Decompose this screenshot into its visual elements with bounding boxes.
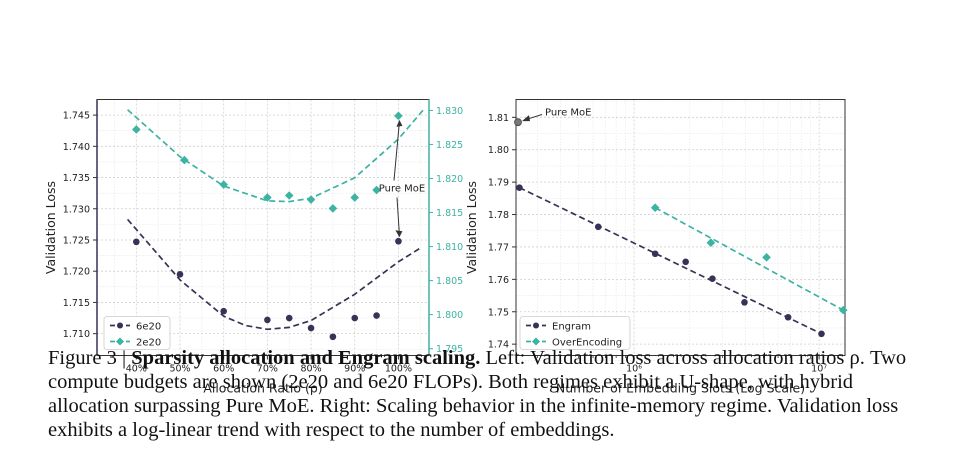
y-axis-label: Validation Loss — [43, 181, 58, 274]
annotation-pure-moe: Pure MoE — [545, 108, 591, 119]
legend-label-2e20: 2e20 — [136, 338, 161, 349]
data-point-Engram — [741, 299, 748, 306]
caption-text: Left: Validation loss across allocation … — [48, 347, 907, 441]
x-tick-label: 90% — [344, 364, 365, 375]
y-tick-label-right: 1.805 — [436, 276, 463, 287]
y-tick-label-left: 1.740 — [63, 142, 90, 153]
data-point-OverEncoding — [762, 253, 771, 262]
y-tick-label-left: 1.725 — [63, 235, 90, 246]
data-point-Engram — [516, 184, 523, 191]
data-point-2e20 — [394, 111, 403, 121]
legend-marker-Engram — [533, 322, 539, 329]
data-point-6e20 — [220, 307, 227, 315]
data-point-6e20 — [329, 333, 337, 341]
legend-label-6e20: 6e20 — [136, 322, 161, 333]
fit-line-Engram — [519, 186, 822, 335]
data-point-Engram — [709, 275, 716, 282]
x-tick-label: 10⁷ — [811, 364, 827, 375]
x-tick-label: 10⁶ — [626, 364, 642, 375]
data-point-6e20 — [285, 314, 293, 322]
caption-label: Figure 3 | — [48, 347, 132, 369]
figure-caption: Figure 3 | Sparsity allocation and Engra… — [48, 346, 928, 442]
fit-line-2e20 — [127, 107, 426, 203]
y-tick-label-right: 1.825 — [436, 140, 463, 151]
annotation-arrow — [393, 121, 400, 181]
y-tick-label: 1.75 — [488, 307, 509, 318]
annotation-pure-moe: Pure MoE — [379, 184, 425, 195]
legend-marker-2e20 — [116, 337, 124, 346]
legend-label-Engram: Engram — [552, 322, 591, 333]
data-point-6e20 — [395, 237, 402, 245]
y-tick-label-right: 1.830 — [436, 106, 463, 117]
x-axis-label: Number of Embedding Slots (Log Scale) — [556, 381, 805, 396]
data-point-OverEncoding — [838, 305, 848, 315]
data-point-2e20 — [180, 155, 189, 165]
legend-box — [519, 316, 631, 350]
data-point-6e20 — [307, 324, 315, 332]
y-tick-label-left: 1.730 — [63, 204, 90, 215]
data-point-6e20 — [264, 316, 271, 324]
y-tick-label-left: 1.745 — [63, 111, 90, 122]
annotation-arrowhead — [522, 115, 530, 122]
y-tick-label-right: 1.800 — [436, 310, 463, 321]
data-point-OverEncoding — [650, 203, 660, 213]
y-tick-label-right: 1.815 — [436, 208, 463, 219]
y-tick-label-left: 1.720 — [63, 267, 90, 278]
annotation-arrow — [396, 197, 400, 236]
data-point-2e20 — [132, 125, 141, 134]
data-point-2e20 — [306, 195, 316, 204]
y-tick-label: 1.80 — [488, 145, 509, 156]
data-point-6e20 — [351, 314, 359, 322]
data-point-Engram — [818, 330, 825, 338]
fit-line-OverEncoding — [654, 206, 844, 311]
y-tick-label-left: 1.710 — [63, 329, 90, 340]
y-tick-label-right: 1.820 — [436, 174, 463, 185]
y-tick-label: 1.77 — [488, 242, 509, 253]
x-axis-label: Allocation Ratio (ρ) — [203, 381, 322, 396]
x-tick-label: 70% — [257, 364, 278, 375]
x-tick-label: 80% — [300, 364, 321, 375]
y-tick-label: 1.79 — [488, 178, 509, 189]
data-point-2e20 — [284, 191, 294, 200]
x-tick-label: 100% — [385, 364, 412, 375]
right-plot-frame — [515, 99, 846, 356]
data-point-6e20 — [176, 271, 184, 278]
data-point-2e20 — [328, 204, 338, 213]
x-tick-label: 50% — [169, 364, 190, 375]
y-tick-label: 1.81 — [488, 113, 509, 124]
reference-point-pure-moe — [514, 118, 522, 127]
data-point-Engram — [682, 258, 689, 266]
data-point-2e20 — [350, 193, 360, 202]
annotation-arrowhead — [395, 230, 403, 238]
x-tick-label: 60% — [213, 364, 234, 375]
data-point-6e20 — [133, 238, 140, 246]
fit-line-6e20 — [126, 218, 421, 331]
y-tick-label-left: 1.715 — [63, 298, 90, 309]
y-tick-label-right: 1.810 — [436, 242, 463, 253]
y-tick-label-right: 1.795 — [436, 344, 463, 355]
y-tick-label: 1.74 — [488, 340, 509, 351]
annotation-arrowhead — [396, 119, 403, 127]
y-tick-label: 1.78 — [488, 210, 509, 221]
data-point-Engram — [651, 250, 659, 258]
legend-label-OverEncoding: OverEncoding — [552, 338, 622, 349]
x-tick-label: 40% — [126, 364, 147, 375]
data-point-2e20 — [219, 180, 228, 189]
data-point-OverEncoding — [706, 238, 716, 248]
data-point-Engram — [594, 223, 602, 231]
data-point-2e20 — [372, 185, 381, 195]
caption-title: Sparsity allocation and Engram scaling. — [131, 347, 481, 369]
data-point-Engram — [784, 313, 792, 321]
legend-marker-6e20 — [117, 322, 123, 329]
y-tick-label: 1.76 — [488, 275, 509, 286]
y-axis-label: Validation Loss — [464, 181, 479, 274]
data-point-6e20 — [373, 312, 380, 319]
legend-marker-OverEncoding — [532, 337, 540, 346]
y-tick-label-left: 1.735 — [63, 173, 90, 184]
